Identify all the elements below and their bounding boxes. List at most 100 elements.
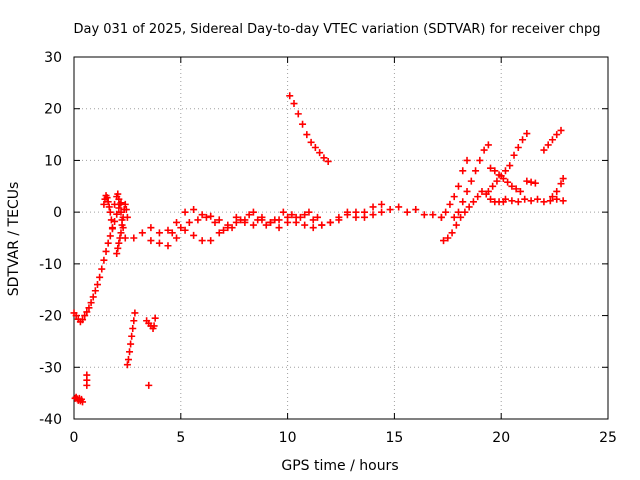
data-point-marker xyxy=(194,216,202,224)
data-point-marker xyxy=(215,216,223,224)
x-tick-label: 25 xyxy=(599,430,617,446)
series-descent-19.5h xyxy=(487,164,524,195)
series-spike-1.5h xyxy=(100,192,116,232)
series-late-small xyxy=(523,175,567,201)
data-point-marker xyxy=(89,293,97,301)
series-rise-10h xyxy=(286,92,332,165)
y-tick-label: 20 xyxy=(44,102,62,118)
data-point-marker xyxy=(151,314,159,322)
data-point-marker xyxy=(544,141,552,149)
grid-lines xyxy=(74,57,608,419)
data-point-marker xyxy=(506,162,514,170)
data-point-marker xyxy=(553,131,561,139)
data-point-marker xyxy=(493,177,501,185)
plot-frame xyxy=(73,56,609,420)
data-point-marker xyxy=(207,237,215,245)
y-axis-label: SDTVAR / TECUs xyxy=(6,182,22,297)
data-point-marker xyxy=(185,218,193,226)
data-point-marker xyxy=(523,130,531,138)
data-point-marker xyxy=(352,208,360,216)
data-point-marker xyxy=(81,312,89,320)
data-point-marker xyxy=(93,281,101,289)
data-point-marker xyxy=(117,229,125,237)
data-point-marker xyxy=(147,237,155,245)
data-point-marker xyxy=(262,221,270,229)
data-point-marker xyxy=(557,180,565,188)
data-point-marker xyxy=(559,175,567,183)
data-point-marker xyxy=(369,211,377,219)
data-point-marker xyxy=(403,208,411,216)
data-point-marker xyxy=(305,208,313,216)
data-point-marker xyxy=(378,200,386,208)
data-point-marker xyxy=(103,194,111,202)
data-point-marker xyxy=(440,237,448,245)
data-point-marker xyxy=(114,244,122,252)
data-point-marker xyxy=(164,226,172,234)
data-point-marker xyxy=(107,216,115,224)
data-point-marker xyxy=(557,126,565,134)
data-point-marker xyxy=(553,195,561,203)
data-point-marker xyxy=(478,187,486,195)
data-point-marker xyxy=(459,198,467,206)
data-point-marker xyxy=(437,213,445,221)
data-point-marker xyxy=(245,211,253,219)
data-point-marker xyxy=(228,224,236,232)
data-point-marker xyxy=(311,144,319,151)
y-tick-label: -40 xyxy=(39,412,62,428)
series-small-3.5h xyxy=(143,314,159,389)
y-tick-label: -20 xyxy=(39,309,62,325)
data-point-marker xyxy=(150,322,158,330)
data-point-marker xyxy=(121,234,129,242)
data-point-marker xyxy=(284,218,292,226)
data-points xyxy=(70,92,567,406)
data-point-marker xyxy=(450,213,458,221)
data-point-marker xyxy=(454,208,462,216)
data-point-marker xyxy=(220,226,228,234)
data-point-marker xyxy=(211,218,219,226)
data-point-marker xyxy=(459,167,467,175)
data-point-marker xyxy=(378,208,386,216)
data-point-marker xyxy=(124,356,132,364)
data-point-marker xyxy=(115,195,123,203)
data-point-marker xyxy=(553,187,561,195)
data-point-marker xyxy=(472,167,480,175)
data-point-marker xyxy=(177,224,185,232)
data-point-marker xyxy=(118,221,126,229)
data-point-marker xyxy=(335,216,343,224)
data-point-marker xyxy=(207,212,215,220)
data-point-marker xyxy=(429,211,437,219)
series-drop-2.6h xyxy=(123,309,139,369)
data-point-marker xyxy=(301,221,309,229)
series-rise-18.5h xyxy=(450,141,492,221)
data-point-marker xyxy=(527,178,535,186)
data-point-marker xyxy=(465,203,473,211)
data-point-marker xyxy=(474,193,482,201)
data-point-marker xyxy=(121,200,129,208)
data-point-marker xyxy=(442,208,450,216)
data-point-marker xyxy=(454,182,462,190)
data-point-marker xyxy=(190,231,198,239)
data-point-marker xyxy=(173,218,181,226)
data-point-marker xyxy=(198,211,206,219)
data-point-marker xyxy=(100,200,108,208)
series-tail-21h xyxy=(501,195,567,206)
series-rise-17.3h xyxy=(440,187,507,245)
series-flat-secondary xyxy=(147,208,386,250)
data-point-marker xyxy=(309,216,317,224)
y-tick-label: 30 xyxy=(44,50,62,66)
data-point-marker xyxy=(307,138,315,146)
data-point-marker xyxy=(215,229,223,237)
data-point-marker xyxy=(123,213,131,221)
data-point-marker xyxy=(114,190,122,198)
data-point-marker xyxy=(181,208,189,216)
data-point-marker xyxy=(290,100,298,108)
y-axis-ticks: -40 -30 -20 -10 0 10 20 30 xyxy=(39,50,608,428)
data-point-marker xyxy=(130,234,138,242)
data-point-marker xyxy=(301,211,309,219)
data-point-marker xyxy=(181,226,189,234)
data-point-marker xyxy=(271,216,279,224)
data-point-marker xyxy=(106,232,114,240)
data-point-marker xyxy=(105,203,113,211)
data-point-marker xyxy=(102,247,110,255)
